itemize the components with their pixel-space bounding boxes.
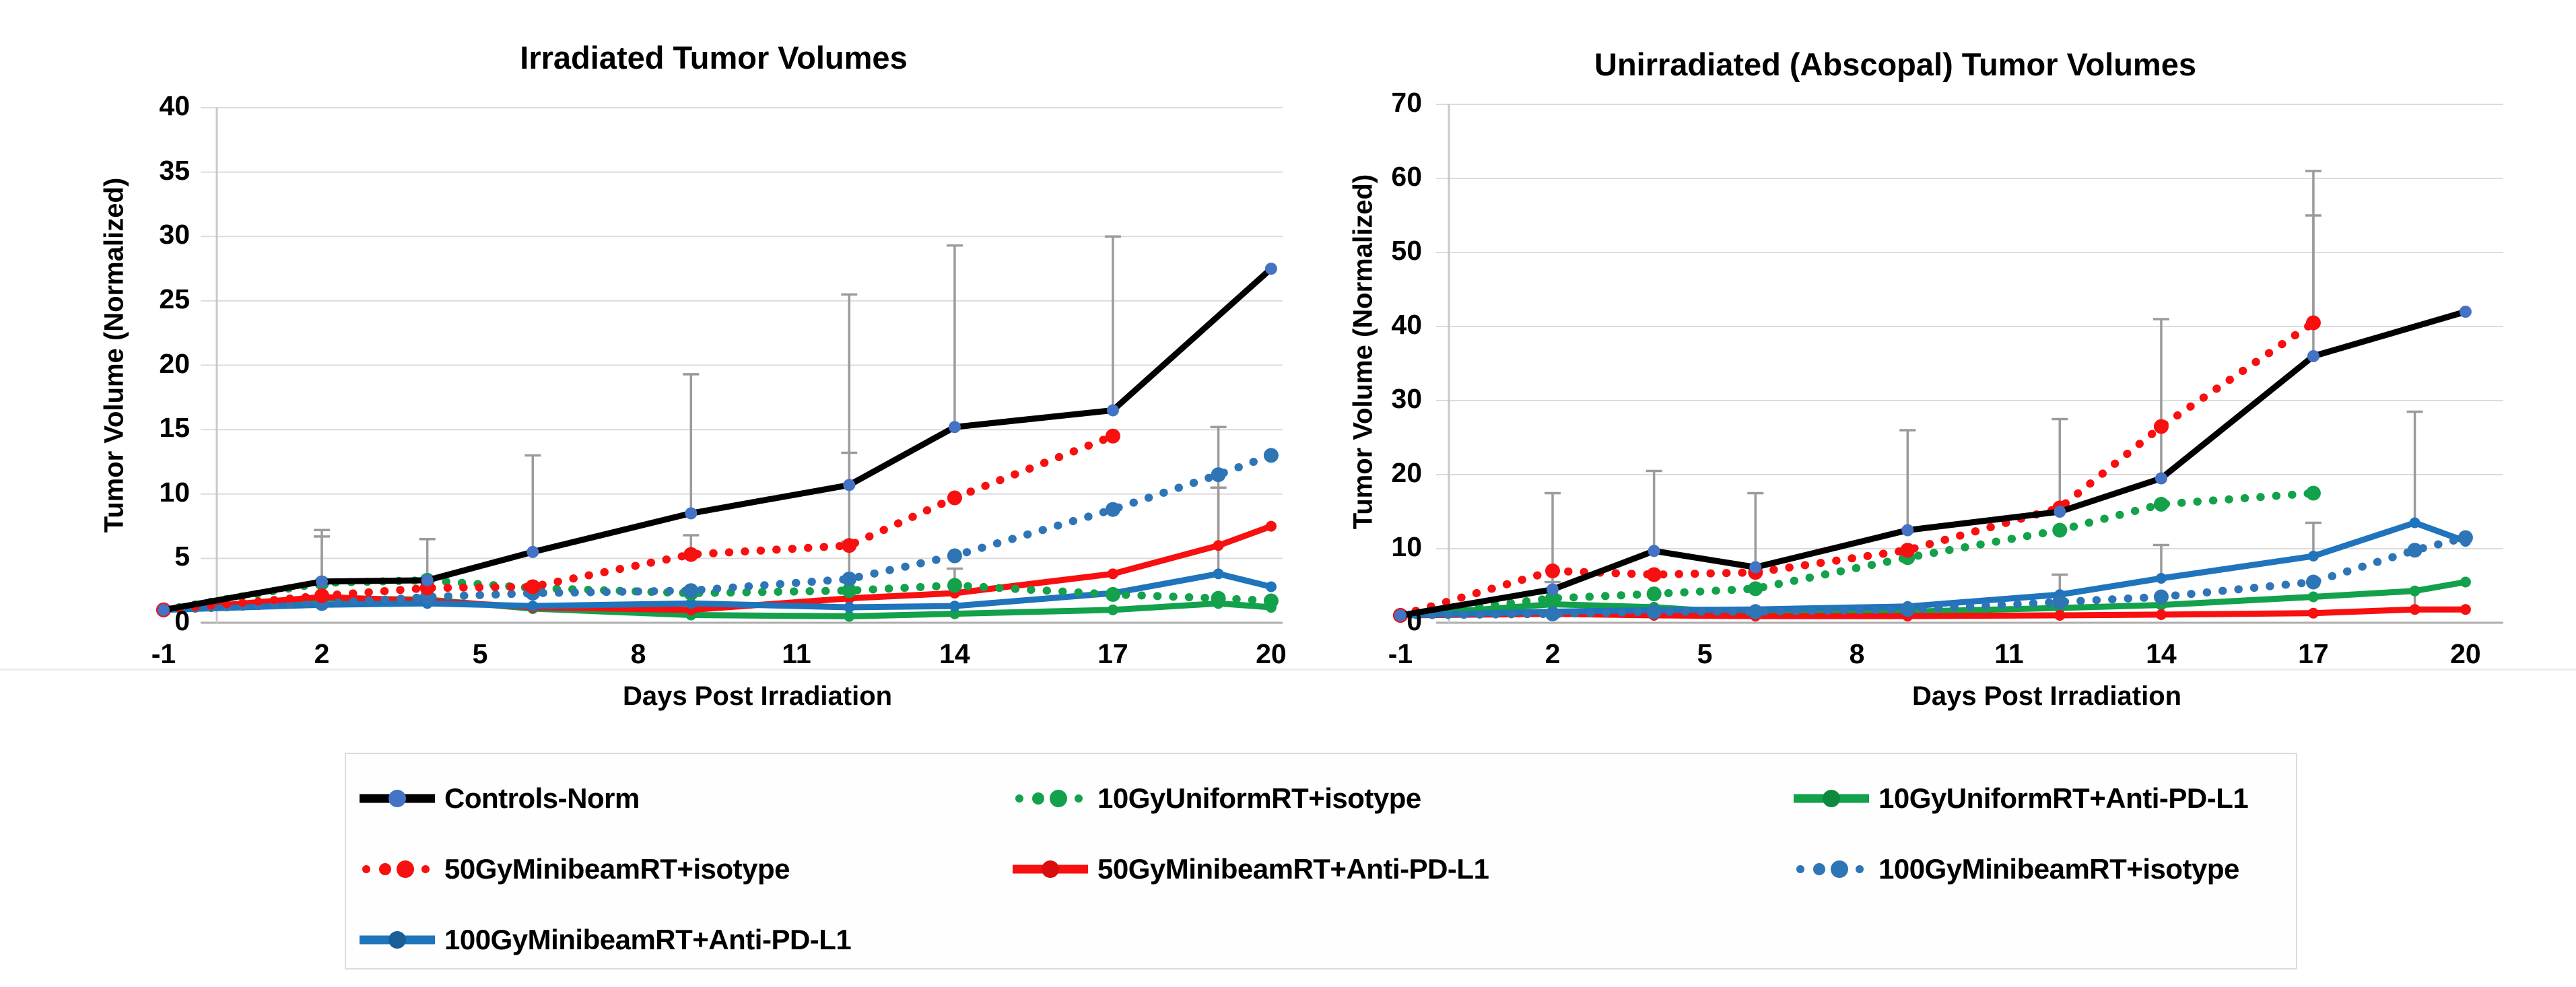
x-tick-label: 14: [2146, 638, 2177, 669]
horizontal-rule: [0, 669, 2576, 671]
x-tick-label: 2: [314, 638, 330, 669]
x-tick-label: -1: [151, 638, 176, 669]
right-chart-title: Unirradiated (Abscopal) Tumor Volumes: [1594, 46, 2196, 82]
x-tick-label: -1: [1388, 638, 1413, 669]
y-tick-label: 35: [159, 154, 190, 186]
legend-label: 10GyUniformRT+Anti-PD-L1: [1878, 782, 2249, 814]
legend-item-50gyminibeamrt-isotype: 50GyMinibeamRT+isotype: [358, 844, 790, 895]
legend-label: 10GyUniformRT+isotype: [1097, 782, 1421, 814]
x-tick-label: 14: [939, 638, 970, 669]
y-tick-label: 25: [159, 283, 190, 314]
x-tick-label: 5: [1697, 638, 1713, 669]
y-tick-label: 0: [174, 605, 190, 636]
y-tick-label: 5: [174, 541, 190, 572]
x-tick-label: 8: [630, 638, 646, 669]
legend-item-controls-norm: Controls-Norm: [358, 773, 640, 824]
y-tick-label: 40: [159, 90, 190, 121]
y-tick-label: 50: [1391, 235, 1422, 266]
legend-item-10gyuniformrt-isotype: 10GyUniformRT+isotype: [1011, 773, 1421, 824]
x-tick-label: 17: [2298, 638, 2329, 669]
y-tick-label: 60: [1391, 161, 1422, 192]
legend-label: 100GyMinibeamRT+isotype: [1878, 853, 2239, 885]
legend-item-10gyuniformrt-anti-pd-l1: 10GyUniformRT+Anti-PD-L1: [1792, 773, 2249, 824]
y-tick-label: 10: [1391, 531, 1422, 562]
legend-label: 50GyMinibeamRT+isotype: [444, 853, 790, 885]
solid-line-swatch-icon: [360, 790, 435, 807]
y-tick-label: 40: [1391, 309, 1422, 340]
legend-item-50gyminibeamrt-anti-pd-l1: 50GyMinibeamRT+Anti-PD-L1: [1011, 844, 1489, 895]
legend-label: Controls-Norm: [444, 782, 640, 814]
x-tick-label: 11: [782, 638, 811, 669]
y-tick-label: 30: [1391, 383, 1422, 414]
solid-line-swatch-icon: [360, 931, 435, 949]
y-tick-label: 0: [1406, 605, 1422, 636]
y-tick-label: 30: [159, 219, 190, 250]
solid-line-swatch-icon: [1794, 790, 1869, 807]
chart-legend: Controls-Norm 10GyUniformRT+isotype 10GyUn…: [345, 753, 2297, 969]
left-chart-title: Irradiated Tumor Volumes: [520, 40, 908, 75]
y-tick-label: 15: [159, 412, 190, 444]
x-tick-label: 5: [472, 638, 488, 669]
x-tick-label: 20: [2450, 638, 2481, 669]
right-y-axis-title: Tumor Volume (Normalized): [1348, 174, 1378, 530]
legend-label: 100GyMinibeamRT+Anti-PD-L1: [444, 924, 852, 955]
dotted-line-swatch-icon: [362, 860, 430, 878]
x-tick-label: 2: [1545, 638, 1561, 669]
y-tick-label: 20: [159, 347, 190, 379]
dotted-line-swatch-icon: [1796, 860, 1864, 878]
y-tick-label: 10: [159, 476, 190, 508]
y-tick-label: 20: [1391, 457, 1422, 488]
x-tick-label: 17: [1097, 638, 1128, 669]
legend-item-100gyminibeamrt-anti-pd-l1: 100GyMinibeamRT+Anti-PD-L1: [358, 914, 852, 965]
right-x-axis-title: Days Post Irradiation: [1911, 681, 2182, 711]
y-tick-label: 70: [1391, 87, 1422, 118]
solid-line-swatch-icon: [1013, 860, 1088, 878]
x-tick-label: 8: [1849, 638, 1865, 669]
dotted-line-swatch-icon: [1015, 790, 1083, 807]
left-x-axis-title: Days Post Irradiation: [622, 681, 893, 711]
x-tick-label: 20: [1256, 638, 1287, 669]
x-tick-label: 11: [1994, 638, 2024, 669]
legend-label: 50GyMinibeamRT+Anti-PD-L1: [1097, 853, 1489, 885]
legend-item-100gyminibeamrt-isotype: 100GyMinibeamRT+isotype: [1792, 844, 2239, 895]
